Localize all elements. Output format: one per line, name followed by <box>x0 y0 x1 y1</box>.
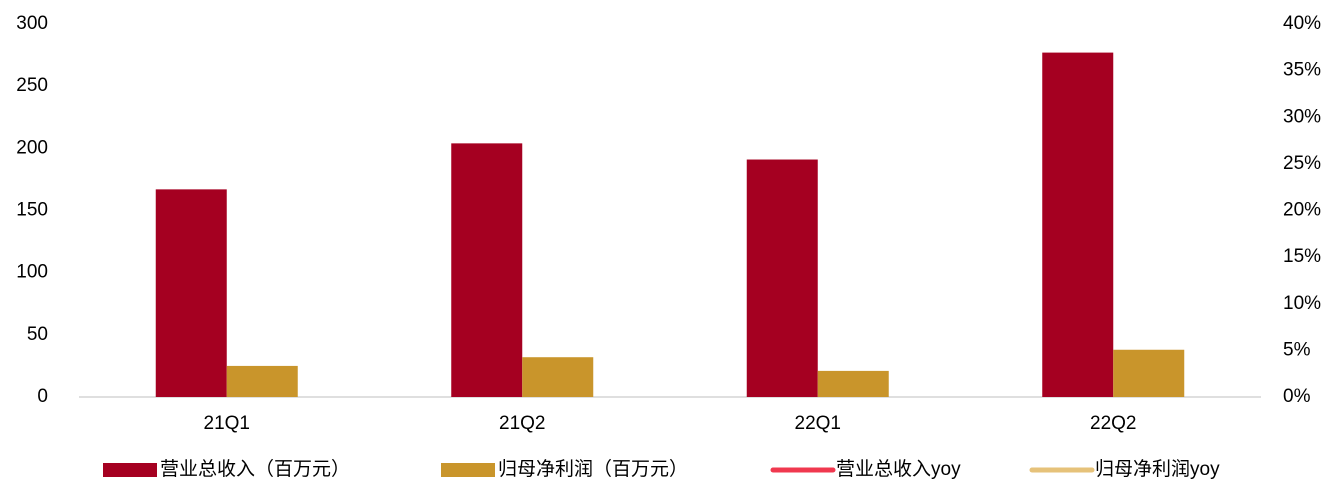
y2-tick-label: 35% <box>1283 60 1321 81</box>
bar <box>155 189 227 397</box>
y2-tick-label: 30% <box>1283 106 1321 127</box>
y2-tick-label: 25% <box>1283 153 1321 174</box>
y-tick-label: 0 <box>37 386 48 407</box>
bar <box>746 159 818 397</box>
legend-label: 归母净利润yoy <box>1095 458 1220 480</box>
y2-tick-label: 20% <box>1283 200 1321 221</box>
legend-swatch <box>103 463 157 477</box>
legend-label: 营业总收入（百万元） <box>160 458 350 480</box>
legend-label: 营业总收入yoy <box>836 458 961 480</box>
y-tick-label: 300 <box>16 13 48 34</box>
y-tick-label: 200 <box>16 137 48 158</box>
y-tick-label: 100 <box>16 262 48 283</box>
x-tick-label: 21Q2 <box>499 413 545 434</box>
x-tick-label: 21Q1 <box>204 413 250 434</box>
bar <box>451 143 523 397</box>
y-tick-label: 250 <box>16 75 48 96</box>
y-tick-label: 150 <box>16 200 48 221</box>
legend-label: 归母净利润（百万元） <box>498 458 688 480</box>
bar <box>1042 52 1114 397</box>
bar <box>1113 349 1185 397</box>
y-tick-label: 50 <box>27 324 48 345</box>
legend-swatch <box>441 463 495 477</box>
x-tick-label: 22Q1 <box>795 413 841 434</box>
bar <box>226 365 298 397</box>
y2-tick-label: 40% <box>1283 13 1321 34</box>
bar <box>522 357 594 397</box>
y2-tick-label: 10% <box>1283 293 1321 314</box>
x-tick-label: 22Q2 <box>1090 413 1136 434</box>
bar <box>817 370 889 397</box>
y2-tick-label: 5% <box>1283 339 1311 360</box>
y2-tick-label: 0% <box>1283 386 1311 407</box>
y2-tick-label: 15% <box>1283 246 1321 267</box>
